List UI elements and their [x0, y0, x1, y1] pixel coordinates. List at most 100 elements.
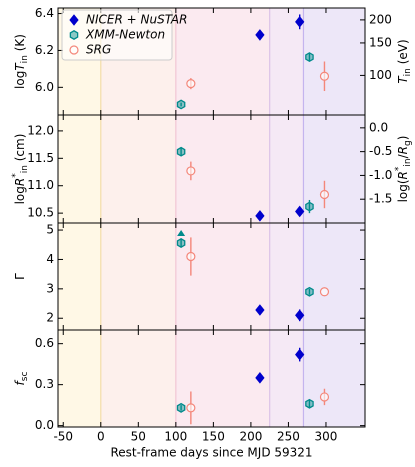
y-tick-label: 0.6 — [35, 336, 54, 350]
data-point — [305, 398, 314, 409]
y-axis-label-part: R — [13, 178, 27, 186]
y2-axis-label-part: R — [396, 146, 410, 154]
shaded-region — [175, 330, 270, 427]
y2-axis-label-part: in — [403, 68, 413, 76]
shaded-region — [100, 223, 176, 330]
data-point — [305, 52, 314, 63]
y-tick-label: 10.5 — [27, 206, 54, 220]
shaded-region — [303, 223, 365, 330]
data-point — [255, 29, 265, 41]
data-point — [176, 402, 186, 413]
legend-label: XMM-Newton — [85, 28, 165, 42]
y2-tick-label: -1.0 — [369, 168, 392, 182]
shaded-region — [303, 330, 365, 427]
y-tick-label: 0.0 — [35, 418, 54, 432]
y-tick-label: 4 — [46, 252, 54, 266]
y2-axis-label-part: * — [394, 166, 404, 171]
shaded-region — [175, 223, 270, 330]
y-tick-label: 5 — [46, 223, 54, 237]
data-point — [295, 205, 305, 218]
y-tick-label: 11.0 — [27, 178, 54, 192]
y-axis-label-part: (K) — [13, 34, 27, 55]
y2-tick-label: -1.5 — [369, 192, 392, 206]
y2-axis-label-part: log( — [396, 179, 410, 202]
data-point — [319, 189, 330, 200]
y2-tick-label: 0.0 — [369, 120, 388, 134]
y-axis-label: logTin (K) — [13, 34, 30, 89]
shaded-region — [100, 330, 176, 427]
y2-axis-label-part: R — [396, 171, 410, 179]
y-tick-label: 6.2 — [35, 43, 54, 57]
y-axis-label: logR*in (cm) — [11, 134, 30, 205]
shaded-region — [303, 8, 365, 115]
y-tick-label: 12.0 — [27, 123, 54, 137]
y2-tick-label: 100 — [369, 68, 392, 82]
y2-axis-label-part: ) — [396, 136, 410, 141]
y-axis-label-part: log — [13, 186, 27, 204]
y-axis-label-part: sc — [20, 372, 30, 382]
y-tick-label: 11.5 — [27, 151, 54, 165]
data-point — [305, 201, 314, 212]
y2-axis-label-part: (eV) — [396, 39, 410, 68]
y-axis-label-part: T — [13, 62, 27, 71]
data-point — [319, 392, 330, 402]
y2-axis-label-part: g — [403, 140, 413, 146]
shaded-region — [269, 115, 304, 223]
legend-marker — [69, 45, 79, 55]
legend-label: NICER + NuSTAR — [86, 13, 187, 27]
shaded-region — [58, 223, 101, 330]
y-tick-label: 3 — [46, 281, 54, 295]
y2-axis-label-part: T — [396, 75, 410, 84]
x-tick-label: 0 — [97, 430, 105, 444]
x-tick-label: 300 — [315, 430, 338, 444]
y2-axis-label: log(R*in/Rg) — [394, 136, 413, 203]
data-point — [186, 79, 196, 89]
shaded-region — [269, 8, 304, 115]
data-point — [176, 146, 186, 157]
data-point — [295, 348, 305, 361]
data-point — [176, 238, 186, 248]
y2-tick-label: 200 — [369, 12, 392, 26]
shaded-region — [175, 8, 270, 115]
shaded-region — [58, 115, 101, 223]
y-axis-label-part: Γ — [13, 273, 27, 280]
data-point — [176, 99, 186, 110]
y2-axis-label-part: / — [396, 153, 410, 158]
y-axis-label-part: f — [13, 379, 27, 385]
data-point — [305, 286, 314, 297]
y2-axis-label: Tin (eV) — [396, 39, 413, 83]
x-tick-label: 200 — [239, 430, 262, 444]
lower-limit-arrow — [177, 229, 186, 236]
y-axis-label-part: in — [20, 165, 30, 173]
y-axis-label: fsc — [13, 372, 30, 386]
y-axis-label-part: in — [20, 55, 30, 63]
data-point — [255, 372, 265, 384]
y2-tick-label: 150 — [369, 35, 392, 49]
y-axis-label-part: log — [13, 71, 27, 89]
legend-marker — [69, 30, 79, 40]
data-point — [295, 16, 305, 28]
y2-tick-label: -0.5 — [369, 144, 392, 158]
y-axis-label-part: * — [11, 173, 21, 178]
x-tick-label: -50 — [53, 430, 73, 444]
shaded-region — [100, 115, 176, 223]
x-tick-label: 100 — [164, 430, 187, 444]
x-tick-label: 150 — [202, 430, 225, 444]
y2-axis-label-part: in — [403, 158, 413, 166]
x-axis-label: Rest-frame days since MJD 59321 — [110, 446, 312, 460]
shaded-region — [58, 330, 101, 427]
y-tick-label: 2 — [46, 311, 54, 325]
x-tick-label: 250 — [277, 430, 300, 444]
data-point — [186, 166, 196, 176]
y-tick-label: 6.0 — [35, 80, 54, 94]
y-tick-label: 0.3 — [35, 377, 54, 391]
data-point — [186, 251, 196, 262]
data-point — [186, 403, 196, 413]
legend-marker — [69, 14, 79, 26]
data-point — [255, 304, 265, 316]
x-tick-label: 50 — [131, 430, 146, 444]
data-point — [295, 309, 305, 322]
data-point — [319, 71, 330, 81]
data-point — [255, 210, 265, 222]
